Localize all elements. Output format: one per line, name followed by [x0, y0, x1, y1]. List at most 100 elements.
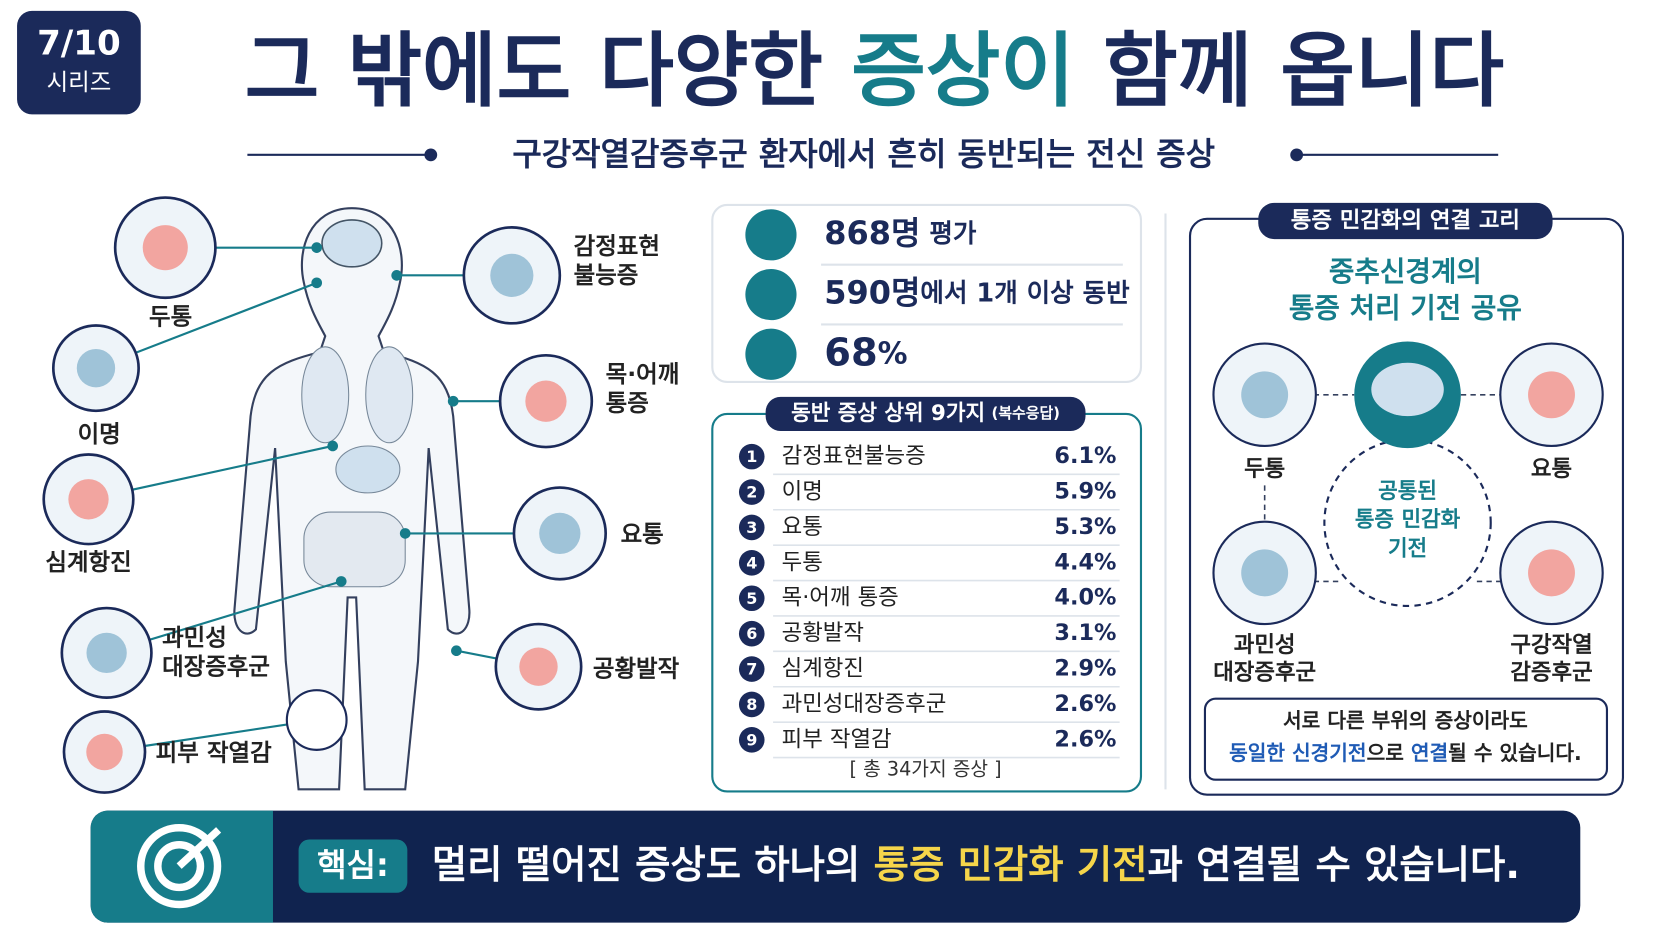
rank-badge — [738, 656, 765, 682]
badge-number: 7/10 — [37, 24, 121, 64]
stat-text: 평가 — [920, 219, 976, 249]
rank: 2 — [746, 483, 757, 502]
rank: 1 — [746, 447, 757, 466]
symptom-name: 목·어깨 통증 — [782, 585, 899, 611]
symptom-name: 이명 — [782, 479, 823, 505]
symptom-icon-inner — [525, 380, 567, 422]
symptom-icon-inner — [86, 733, 123, 771]
brain-shape — [1371, 362, 1444, 417]
leader-dot — [311, 277, 323, 289]
rank-badge — [738, 620, 765, 647]
brain — [321, 219, 383, 268]
stat: 868명 평가 — [824, 214, 977, 252]
key-banner — [90, 810, 1581, 923]
leader-dot — [451, 645, 462, 657]
lung — [301, 346, 350, 444]
stomach — [335, 445, 401, 494]
stat-icon — [745, 328, 797, 380]
target-icon — [137, 823, 222, 909]
node-label: 요통 — [1531, 456, 1572, 482]
rank: 5 — [746, 589, 757, 608]
rank: 3 — [746, 518, 757, 537]
symptom-name: 요통 — [782, 514, 823, 540]
stat-value: 868명 — [824, 214, 920, 252]
table-title-note: (복수응답) — [992, 404, 1060, 422]
leader-dot — [447, 395, 459, 407]
badge-label: 시리즈 — [47, 68, 112, 96]
symptom-label: 과민성 — [162, 623, 227, 651]
symptom-rate: 5.9% — [1054, 479, 1116, 505]
lung — [365, 346, 414, 444]
note-line-part: 될 수 있습니다. — [1448, 741, 1582, 765]
note-line: 동일한 신경기전으로 연결될 수 있습니다. — [1229, 741, 1582, 765]
note-line: 서로 다른 부위의 증상이라도 — [1283, 709, 1528, 733]
dot — [1290, 148, 1304, 162]
body-figure — [233, 207, 471, 791]
symptom-label: 통증 — [606, 389, 649, 417]
title: 그 밖에도 다양한 증상이 함께 옵니다 — [245, 25, 1504, 119]
symptom-rate: 6.1% — [1054, 443, 1116, 469]
leader-dot — [391, 270, 403, 281]
node-icon-inner — [1241, 371, 1289, 419]
stat-value: 590명 — [824, 274, 920, 312]
rank: 9 — [746, 730, 757, 749]
rank-badge — [738, 514, 765, 541]
node-label: 대장증후군 — [1213, 660, 1316, 686]
symptom-rate: 5.3% — [1054, 514, 1116, 540]
symptom-label: 불능증 — [574, 261, 639, 289]
rank: 8 — [746, 695, 757, 714]
note-line-part: 연결 — [1411, 741, 1448, 765]
rank-badge — [738, 585, 765, 612]
connectors — [1263, 393, 1502, 583]
symptom-icon-inner — [490, 253, 534, 297]
symptom-label: 요통 — [621, 520, 664, 548]
stat-text: % — [878, 336, 908, 371]
note-line-part: 동일한 신경기전 — [1229, 741, 1366, 765]
stat-icon — [745, 268, 797, 321]
key-label: 핵심: — [317, 846, 389, 884]
mechanism-center: 통증 민감화 — [1355, 508, 1461, 533]
key-label-bg — [298, 839, 408, 893]
symptom-name: 피부 작열감 — [782, 726, 892, 752]
key-message-part: 통증 민감화 기전 — [874, 843, 1148, 888]
symptom-rate: 4.0% — [1054, 585, 1116, 611]
symptom-name: 두통 — [782, 549, 823, 575]
title-part: 그 밖에도 다양한 — [245, 25, 851, 119]
rank-badge — [738, 479, 765, 505]
table-title-main: 동반 증상 상위 9가지 — [791, 401, 985, 426]
badge — [17, 10, 141, 115]
mechanism-tag — [1258, 202, 1553, 240]
leader-dot — [311, 242, 323, 253]
rank-badge — [738, 691, 765, 718]
node-label: 두통 — [1244, 456, 1285, 482]
node-label: 감증후군 — [1510, 660, 1592, 686]
symptom-label: 두통 — [149, 303, 192, 331]
symptom-icon-inner — [68, 479, 109, 520]
node-label: 구강작열 — [1510, 632, 1592, 658]
table-title: 동반 증상 상위 9가지 (복수응답) — [791, 401, 1060, 426]
node-icon-inner — [1528, 371, 1575, 419]
leader-dot — [399, 528, 411, 539]
symptom-label: 목·어깨 — [606, 360, 680, 388]
stat: 68% — [824, 330, 907, 375]
node-label: 과민성 — [1234, 632, 1296, 658]
key-message-part: 과 연결될 수 있습니다. — [1148, 843, 1520, 888]
title-part: 증상이 — [851, 25, 1075, 119]
title-part: 함께 옵니다 — [1075, 25, 1504, 119]
node-icon-inner — [1528, 549, 1575, 597]
symptom-rate: 2.9% — [1054, 656, 1116, 682]
note-box — [1203, 697, 1609, 781]
key-message: 멀리 떨어진 증상도 하나의 통증 민감화 기전과 연결될 수 있습니다. — [432, 843, 1520, 888]
mechanism-heading: 중추신경계의 — [1329, 255, 1482, 288]
symptom-name: 과민성대장증후군 — [782, 691, 947, 717]
node-icon-inner — [1241, 549, 1289, 597]
mechanism-heading: 통증 처리 기전 공유 — [1289, 291, 1522, 324]
rank: 4 — [746, 553, 757, 572]
symptom-rate: 4.4% — [1054, 549, 1116, 575]
symptom-icon-inner — [86, 632, 127, 673]
symptom-label: 피부 작열감 — [156, 739, 272, 767]
symptom-label: 대장증후군 — [162, 652, 270, 680]
symptom-rate: 2.6% — [1054, 691, 1116, 717]
